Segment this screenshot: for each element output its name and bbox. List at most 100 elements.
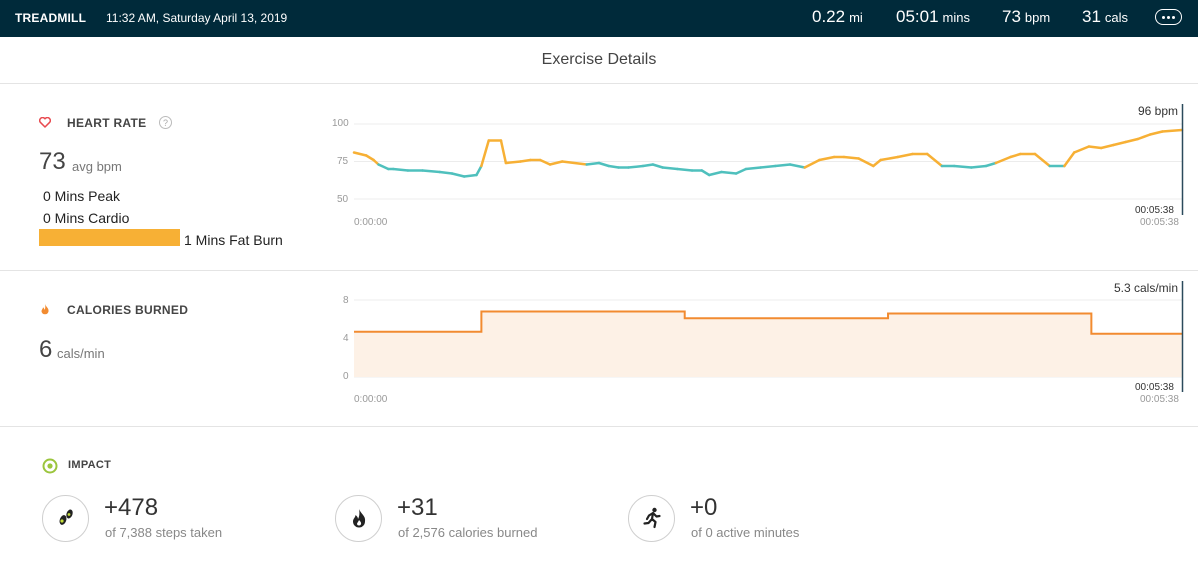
- hr-line-segment: [1136, 133, 1152, 141]
- hr-cursor-time: 00:05:38: [1135, 205, 1174, 216]
- hr-line-segment: [641, 163, 655, 168]
- heart-avg-value: 73: [39, 148, 66, 175]
- hr-line-segment: [984, 161, 998, 168]
- cal-y-tick: 8: [343, 295, 349, 306]
- cal-area: [354, 311, 1182, 377]
- hr-line-segment: [391, 167, 410, 172]
- zone-peak: 0 Mins Peak: [43, 188, 121, 204]
- hr-line-segment: [597, 161, 611, 168]
- hr-line-segment: [879, 155, 900, 162]
- hr-line-segment: [627, 164, 645, 169]
- hr-line-segment: [970, 164, 988, 169]
- activity-name: TREADMILL: [15, 11, 87, 25]
- heart-stat: 73 bpm: [1002, 7, 1050, 27]
- hr-x-start: 0:00:00: [354, 217, 388, 228]
- cal-current-label: 5.3 cals/min: [1113, 281, 1178, 295]
- hr-line-segment: [1161, 128, 1184, 133]
- hr-line-segment: [788, 163, 806, 169]
- duration-unit: mins: [942, 10, 970, 25]
- fat-burn-bar: [39, 229, 180, 246]
- flame-icon: [41, 304, 49, 315]
- hr-y-tick: 75: [337, 156, 349, 167]
- hr-line-segment: [475, 164, 483, 177]
- hr-line-segment: [364, 154, 375, 162]
- zone-cardio: 0 Mins Cardio: [43, 210, 130, 226]
- hr-line-segment: [661, 166, 679, 171]
- divider: [0, 83, 1198, 84]
- heart-value: 73: [1002, 7, 1021, 26]
- hr-line-segment: [462, 173, 478, 178]
- hr-line-segment: [1124, 137, 1140, 144]
- hr-line-segment: [607, 164, 620, 169]
- calories-title: CALORIES BURNED: [67, 303, 189, 317]
- cal-y-tick: 0: [343, 371, 349, 382]
- hr-line-segment: [1033, 152, 1051, 168]
- hr-line-segment: [438, 170, 454, 175]
- hr-line-segment: [651, 163, 664, 169]
- hr-line-segment: [1009, 152, 1022, 159]
- hr-line-segment: [480, 139, 490, 168]
- heart-unit: bpm: [1024, 10, 1051, 25]
- hr-line-segment: [707, 170, 723, 177]
- duration-value: 05:01: [896, 7, 939, 26]
- hr-y-tick: 50: [337, 194, 349, 205]
- active-impact-sub: of 0 active minutes: [691, 525, 800, 540]
- hr-line-segment: [1148, 130, 1164, 136]
- footprints-icon: [59, 509, 73, 525]
- zone-fat-burn: 1 Mins Fat Burn: [184, 232, 283, 248]
- divider: [0, 426, 1198, 427]
- cal-x-end: 00:05:38: [1140, 394, 1179, 405]
- target-icon: [42, 458, 58, 474]
- help-icon[interactable]: ?: [159, 116, 172, 129]
- flame-icon: [353, 509, 366, 528]
- hr-line-segment: [1087, 145, 1103, 150]
- hr-current-label: 96 bpm: [1137, 104, 1178, 118]
- impact-title: IMPACT: [68, 459, 112, 471]
- hr-line-segment: [450, 172, 466, 178]
- hr-line-segment: [504, 160, 522, 165]
- hr-line-segment: [872, 158, 882, 168]
- hr-line-segment: [1112, 140, 1127, 147]
- activity-datetime: 11:32 AM, Saturday April 13, 2019: [106, 11, 288, 25]
- hr-line-segment: [744, 166, 762, 171]
- calories-rate-value: 6: [39, 336, 53, 363]
- steps-impact-sub: of 7,388 steps taken: [105, 525, 223, 540]
- hr-line-segment: [774, 163, 792, 168]
- hr-line-segment: [952, 164, 973, 169]
- hr-line-segment: [803, 158, 821, 169]
- hr-line-segment: [499, 139, 508, 165]
- hr-line-segment: [377, 163, 390, 171]
- hr-line-segment: [734, 167, 748, 175]
- hr-line-segment: [994, 155, 1012, 165]
- hr-line-segment: [1063, 151, 1076, 168]
- divider: [0, 270, 1198, 271]
- hr-line-segment: [857, 157, 875, 168]
- active-impact-value: +0: [690, 494, 718, 521]
- hr-line-segment: [676, 167, 694, 172]
- cal-line: [354, 310, 1182, 335]
- cal-y-tick: 4: [343, 333, 349, 344]
- steps-impact-badge: [42, 495, 89, 542]
- steps-impact-value: +478: [104, 494, 159, 521]
- runner-icon: [643, 507, 661, 529]
- calories-impact-sub: of 2,576 calories burned: [398, 525, 538, 540]
- distance-stat: 0.22 mi: [812, 7, 863, 27]
- calories-impact-badge: [335, 495, 382, 542]
- calories-unit: cals: [1104, 10, 1129, 25]
- hr-line-segment: [585, 161, 601, 166]
- hr-line-segment: [421, 169, 441, 174]
- active-impact-badge: [628, 495, 675, 542]
- hr-line-segment: [896, 152, 914, 159]
- hr-line-segment: [519, 158, 532, 163]
- hr-line-segment: [842, 155, 860, 160]
- hr-line-segment: [1099, 143, 1115, 150]
- calories-impact-value: +31: [397, 494, 438, 521]
- distance-unit: mi: [849, 10, 863, 25]
- hr-line-segment: [372, 158, 380, 166]
- calories-stat: 31 cals: [1082, 7, 1128, 27]
- distance-value: 0.22: [812, 7, 846, 26]
- hr-line-segment: [1072, 145, 1091, 154]
- more-icon[interactable]: [1155, 9, 1182, 25]
